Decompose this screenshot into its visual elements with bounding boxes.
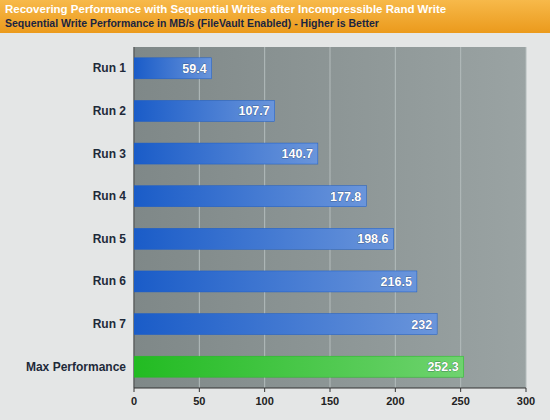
bar: [134, 314, 437, 335]
x-axis: [134, 388, 526, 389]
bar: [134, 186, 366, 207]
chart-container: Recovering Performance with Sequential W…: [0, 0, 550, 420]
grid-line: [395, 47, 396, 388]
tick-mark: [526, 388, 527, 392]
tick-label: 50: [193, 395, 205, 407]
tick-label: 150: [321, 395, 339, 407]
bar: [134, 58, 212, 79]
y-axis: [134, 47, 135, 388]
data-label: 177.8: [330, 190, 361, 204]
category-label: Max Performance: [26, 360, 126, 374]
chart-svg: Recovering Performance with Sequential W…: [0, 0, 550, 420]
grid-line: [330, 47, 331, 388]
tick-mark: [264, 388, 265, 392]
grid-line: [199, 47, 200, 388]
title: Recovering Performance with Sequential W…: [5, 3, 446, 15]
tick-mark: [330, 388, 331, 392]
data-label: 252.3: [427, 360, 458, 374]
plot-area: [134, 47, 526, 388]
grid-line: [460, 47, 461, 388]
data-label: 107.7: [238, 104, 269, 118]
tick-mark: [199, 388, 200, 392]
data-label: 59.4: [182, 62, 206, 76]
data-label: 140.7: [282, 147, 313, 161]
category-label: Run 7: [93, 317, 127, 331]
category-label: Run 1: [93, 61, 127, 75]
grid-line: [134, 47, 135, 388]
category-label: Run 5: [93, 232, 127, 246]
header: [0, 0, 550, 33]
bar: [134, 228, 394, 249]
bar: [134, 143, 318, 164]
data-label: 232: [411, 318, 432, 332]
tick-mark: [395, 388, 396, 392]
data-label: 216.5: [381, 275, 412, 289]
grid-line: [264, 47, 265, 388]
tick-label: 200: [386, 395, 404, 407]
tick-mark: [460, 388, 461, 392]
tick-label: 100: [255, 395, 273, 407]
data-label: 198.6: [357, 232, 388, 246]
tick-label: 300: [517, 395, 535, 407]
bars: [134, 58, 464, 377]
category-label: Run 2: [93, 104, 127, 118]
category-label: Run 3: [93, 147, 127, 161]
category-label: Run 6: [93, 274, 127, 288]
tick-mark: [134, 388, 135, 392]
tick-label: 0: [131, 395, 137, 407]
bar: [134, 271, 417, 292]
bar: [134, 356, 464, 377]
category-label: Run 4: [93, 189, 127, 203]
tick-label: 250: [451, 395, 469, 407]
grid-line: [526, 47, 527, 388]
subtitle: Sequential Write Performance in MB/s (Fi…: [5, 17, 379, 29]
bar: [134, 100, 275, 121]
background: [0, 0, 550, 420]
